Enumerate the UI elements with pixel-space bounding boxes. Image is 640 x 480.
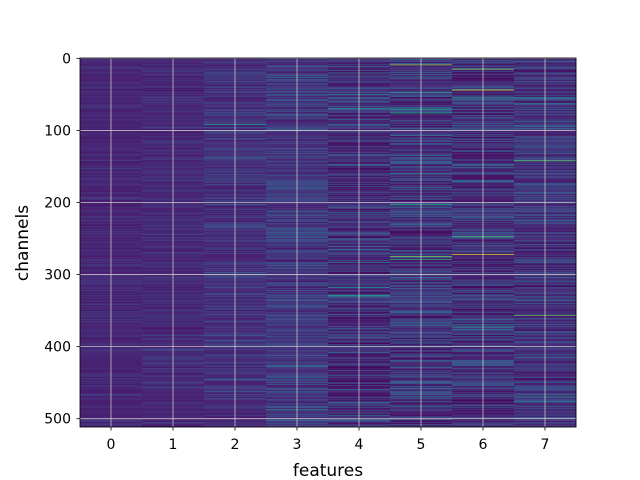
y-tick-label: 200 bbox=[44, 196, 71, 212]
x-axis-label: features bbox=[293, 461, 363, 480]
x-tick-label: 5 bbox=[417, 437, 426, 453]
plot-frame bbox=[79, 57, 577, 428]
x-tick-label: 4 bbox=[355, 437, 364, 453]
y-tick-label: 0 bbox=[62, 51, 71, 67]
x-tick-label: 3 bbox=[293, 437, 302, 453]
y-axis-label: channels bbox=[13, 205, 33, 281]
x-tick-label: 2 bbox=[231, 437, 240, 453]
x-tick-label: 1 bbox=[169, 437, 178, 453]
y-axis: 0 100 200 300 400 500 bbox=[44, 51, 80, 428]
plot-area bbox=[80, 58, 577, 428]
grid bbox=[80, 57, 576, 427]
x-axis: 0 1 2 3 4 5 6 7 bbox=[107, 427, 550, 453]
y-tick-label: 100 bbox=[44, 123, 71, 139]
x-tick-label: 7 bbox=[541, 437, 550, 453]
x-tick-label: 0 bbox=[107, 437, 116, 453]
y-tick-label: 400 bbox=[44, 340, 71, 356]
y-tick-label: 300 bbox=[44, 268, 71, 284]
y-tick-label: 500 bbox=[44, 412, 71, 428]
x-tick-label: 6 bbox=[479, 437, 488, 453]
